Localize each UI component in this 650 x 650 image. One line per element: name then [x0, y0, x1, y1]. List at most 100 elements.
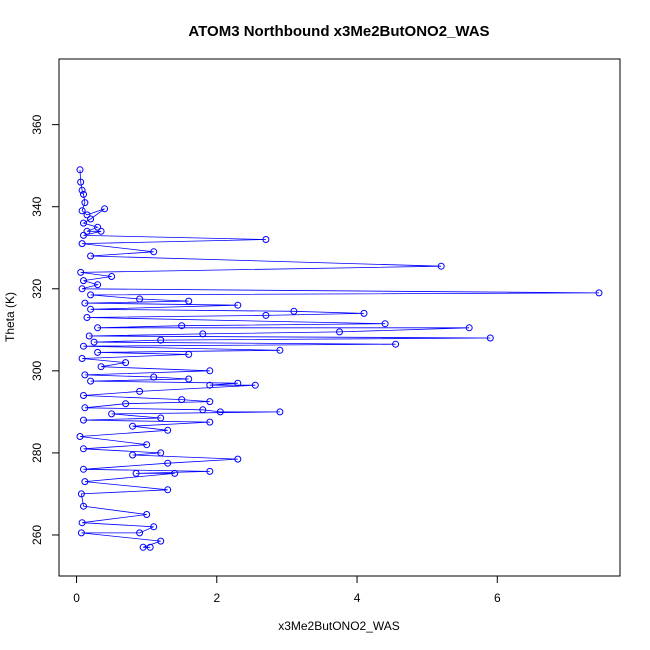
- data-point: [150, 248, 158, 256]
- data-point: [136, 295, 144, 303]
- data-point: [216, 408, 224, 416]
- data-point: [80, 231, 87, 239]
- data-point: [94, 324, 102, 332]
- data-point: [234, 301, 242, 309]
- plot-frame: [58, 58, 621, 577]
- data-point: [77, 490, 85, 498]
- data-point: [150, 373, 158, 381]
- data-point: [81, 404, 89, 412]
- data-point: [136, 387, 144, 395]
- data-point: [76, 433, 84, 440]
- data-point: [146, 543, 154, 551]
- data-point: [87, 305, 95, 313]
- data-point: [80, 190, 87, 198]
- x-tick-label: 4: [354, 591, 361, 605]
- data-point: [94, 223, 102, 231]
- data-point: [78, 355, 86, 362]
- data-point: [132, 469, 140, 477]
- data-point: [437, 262, 445, 270]
- data-point: [164, 486, 172, 494]
- y-tick-label: 280: [30, 443, 44, 463]
- data-point: [392, 340, 400, 348]
- data-point: [185, 297, 193, 305]
- data-point: [276, 346, 284, 354]
- data-point: [143, 441, 151, 449]
- data-point: [122, 359, 130, 367]
- data-point: [87, 252, 95, 260]
- data-point: [199, 406, 207, 414]
- data-point: [80, 465, 87, 473]
- data-point: [164, 426, 172, 434]
- data-point: [77, 268, 85, 276]
- data-point: [157, 414, 165, 422]
- data-point: [486, 334, 494, 342]
- data-point: [206, 418, 214, 426]
- data-point: [101, 205, 109, 213]
- data-point: [276, 408, 284, 416]
- data-point: [150, 523, 158, 531]
- data-point: [97, 227, 105, 235]
- data-point: [77, 178, 85, 186]
- data-point: [178, 396, 186, 404]
- data-point: [108, 273, 116, 280]
- data-point: [87, 291, 95, 299]
- data-point: [290, 307, 298, 315]
- x-axis-label: x3Me2ButONO2_WAS: [278, 619, 400, 633]
- data-point: [234, 455, 242, 463]
- data-point: [87, 215, 95, 223]
- data-point: [206, 467, 214, 475]
- data-point: [81, 299, 89, 307]
- x-tick-label: 6: [494, 591, 501, 605]
- data-point: [262, 311, 270, 319]
- data-point: [465, 324, 473, 332]
- data-point: [251, 381, 259, 389]
- data-point: [157, 537, 165, 545]
- data-point: [83, 314, 91, 321]
- data-point: [360, 309, 368, 317]
- x-axis: 0 2 4 6: [73, 575, 501, 605]
- data-point: [83, 211, 91, 219]
- data-point: [262, 236, 270, 243]
- data-point: [171, 469, 179, 477]
- data-point: [185, 375, 193, 383]
- data-point: [80, 219, 87, 227]
- data-point: [81, 371, 89, 379]
- data-point: [80, 277, 87, 285]
- data-point: [94, 281, 102, 289]
- data-point: [78, 240, 86, 248]
- data-point: [81, 199, 89, 207]
- data-point: [77, 529, 85, 537]
- data-point: [97, 363, 105, 371]
- data-point: [595, 289, 603, 297]
- data-point: [80, 392, 87, 399]
- data-point: [164, 459, 172, 467]
- data-point: [129, 422, 137, 430]
- data-point: [94, 348, 102, 356]
- data-point: [76, 166, 84, 174]
- data-point: [78, 186, 86, 194]
- data-point: [83, 227, 91, 235]
- data-point: [157, 336, 165, 344]
- y-tick-label: 300: [30, 361, 44, 381]
- data-point: [143, 511, 151, 518]
- x-tick-label: 2: [213, 591, 220, 605]
- data-point: [85, 332, 93, 340]
- data-point: [185, 350, 193, 358]
- data-point: [136, 529, 144, 537]
- y-tick-label: 340: [30, 196, 44, 216]
- data-point: [90, 338, 98, 346]
- data-point: [80, 342, 87, 350]
- data-point: [206, 367, 214, 375]
- data-point: [81, 478, 89, 486]
- data-point: [199, 330, 207, 338]
- data-point: [234, 379, 242, 387]
- data-point: [78, 285, 86, 293]
- data-point: [381, 320, 389, 328]
- chart-title: ATOM3 Northbound x3Me2ButONO2_WAS: [188, 23, 489, 40]
- data-point: [178, 322, 186, 330]
- data-point: [80, 416, 87, 424]
- data-point: [87, 377, 95, 385]
- data-point: [129, 451, 137, 459]
- data-point: [206, 398, 214, 406]
